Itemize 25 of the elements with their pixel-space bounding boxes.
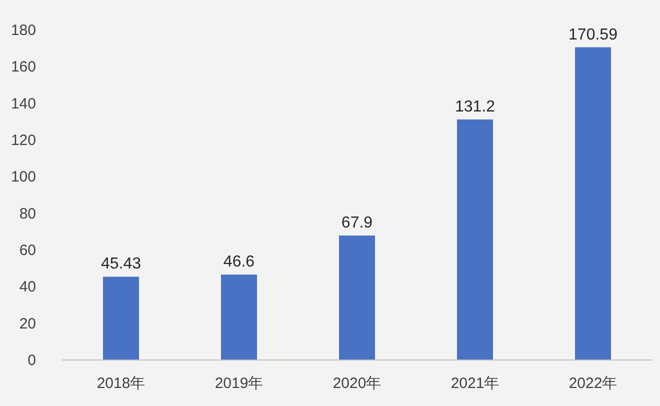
x-tick-label: 2018年 — [96, 375, 146, 392]
x-tick-label: 2020年 — [332, 375, 382, 392]
bar — [221, 274, 257, 360]
bar — [575, 47, 611, 360]
y-tick-label: 20 — [19, 315, 36, 332]
data-label: 45.43 — [100, 256, 142, 273]
y-tick-label: 160 — [10, 58, 36, 76]
y-tick-label: 100 — [10, 168, 36, 186]
x-tick-label: 2021年 — [450, 375, 500, 392]
bar — [339, 236, 375, 360]
data-label: 131.2 — [454, 98, 496, 116]
y-tick-label: 40 — [19, 278, 36, 296]
x-tick-label: 2022年 — [568, 375, 618, 392]
data-label: 46.6 — [223, 254, 255, 271]
bar — [457, 119, 493, 360]
bar — [103, 276, 139, 360]
y-tick-label: 140 — [10, 95, 36, 112]
y-tick-label: 60 — [19, 242, 36, 259]
x-tick-label: 2019年 — [214, 375, 264, 392]
y-tick-label: 80 — [19, 205, 36, 222]
data-label: 170.59 — [568, 26, 618, 44]
data-label: 67.9 — [341, 214, 373, 232]
y-tick-label: 0 — [28, 352, 36, 369]
y-tick-label: 120 — [10, 132, 36, 149]
y-tick-label: 180 — [10, 22, 36, 39]
